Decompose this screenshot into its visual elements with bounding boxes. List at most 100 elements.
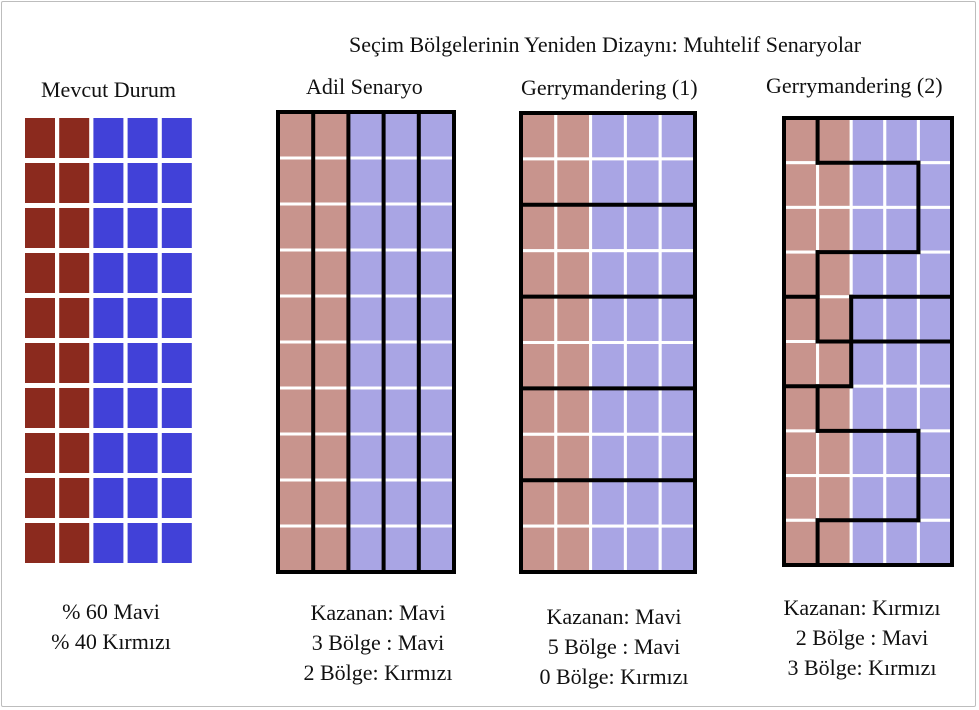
voter-cell-blue (417, 248, 456, 298)
voter-cell-blue (93, 253, 124, 293)
voter-cell-blue (849, 295, 887, 344)
voter-cell-blue (658, 249, 697, 299)
voter-cell-blue (658, 524, 697, 574)
voter-cell-blue (346, 156, 386, 206)
voter-cell-red (276, 478, 315, 528)
voter-cell-blue (849, 518, 887, 567)
voter-cell-blue (883, 474, 920, 522)
voter-cell-red (782, 384, 820, 433)
voter-cell-blue (883, 161, 920, 209)
voter-cell-red (276, 340, 315, 390)
voter-cell-red (782, 250, 820, 299)
voter-cell-blue (161, 433, 192, 473)
voter-cell-blue (658, 157, 697, 207)
voter-cell-blue (417, 294, 456, 344)
voter-cell-red (782, 116, 820, 165)
voter-cell-red (311, 248, 350, 298)
voter-cell-blue (382, 340, 421, 390)
voter-cell-red (276, 156, 315, 206)
voter-cell-blue (849, 429, 887, 478)
voter-cell-blue (127, 253, 158, 293)
voter-cell-red (782, 429, 820, 478)
voter-cell-blue (346, 432, 386, 482)
voter-cell-red (276, 432, 315, 482)
voter-cell-blue (382, 386, 421, 436)
voter-cell-blue (93, 298, 124, 338)
caption-line: % 60 Mavi (62, 599, 160, 624)
voter-cell-blue (658, 295, 697, 345)
voter-cell-blue (916, 340, 954, 388)
voter-cell-red (25, 298, 55, 338)
caption-line: 0 Bölge: Kırmızı (539, 664, 689, 689)
voter-cell-red (25, 343, 55, 383)
voter-cell-red (554, 203, 593, 253)
voter-cell-red (25, 118, 55, 158)
voter-cell-red (276, 386, 315, 436)
caption-line: Kazanan: Mavi (546, 604, 682, 629)
voter-cell-red (59, 433, 90, 473)
voter-cell-blue (589, 478, 627, 528)
voter-cell-red (782, 340, 820, 388)
caption-fair: Kazanan: Mavi 3 Bölge : Mavi 2 Bölge: Kı… (290, 598, 466, 688)
voter-cell-blue (589, 111, 627, 161)
grid-gerry-2 (782, 116, 954, 567)
voter-cell-blue (589, 432, 627, 482)
voter-cell-red (519, 203, 558, 253)
voter-cell-red (816, 340, 853, 388)
voter-cell-blue (417, 110, 456, 160)
voter-cell-red (311, 294, 350, 344)
caption-gerry-2: Kazanan: Kırmızı 2 Bölge : Mavi 3 Bölge:… (770, 593, 954, 683)
voter-cell-blue (589, 524, 627, 574)
grid-gerry-1 (519, 111, 697, 574)
voter-cell-blue (658, 341, 697, 390)
voter-cell-blue (658, 111, 697, 161)
voter-cell-red (816, 116, 853, 165)
voter-cell-blue (382, 110, 421, 160)
voter-cell-red (554, 111, 593, 161)
voter-cell-blue (93, 523, 124, 563)
voter-cell-blue (127, 118, 158, 158)
voter-cell-blue (623, 432, 662, 482)
voter-cell-blue (417, 478, 456, 528)
voter-cell-blue (883, 295, 920, 344)
voter-cell-red (782, 205, 820, 254)
voter-cell-red (25, 163, 55, 203)
voter-cell-blue (127, 478, 158, 518)
panel-label-gerry-2: Gerrymandering (2) (766, 73, 943, 98)
voter-cell-red (25, 478, 55, 518)
voter-cell-red (311, 202, 350, 252)
district-outline (276, 110, 456, 574)
voter-cell-blue (658, 203, 697, 253)
voter-cell-blue (658, 386, 697, 436)
voter-cell-blue (623, 478, 662, 528)
voter-cell-red (276, 248, 315, 298)
panel-label-current: Mevcut Durum (41, 77, 177, 102)
voter-cell-blue (658, 432, 697, 482)
voter-cell-blue (161, 478, 192, 518)
voter-cell-red (59, 478, 90, 518)
voter-cell-blue (161, 343, 192, 383)
voter-cell-blue (93, 208, 124, 248)
caption-line: 3 Bölge : Mavi (311, 630, 445, 655)
voter-cell-blue (382, 202, 421, 252)
voter-cell-blue (589, 295, 627, 345)
voter-cell-blue (883, 250, 920, 299)
voter-cell-blue (127, 433, 158, 473)
voter-cell-red (554, 432, 593, 482)
voter-cell-red (782, 518, 820, 567)
voter-cell-red (519, 295, 558, 345)
voter-cell-blue (93, 118, 124, 158)
voter-cell-red (25, 523, 55, 563)
voter-cell-red (276, 202, 315, 252)
district-outline (782, 116, 954, 567)
voter-cell-blue (916, 116, 954, 165)
voter-cell-blue (589, 249, 627, 299)
voter-cell-red (816, 295, 853, 344)
voter-cell-red (554, 478, 593, 528)
voter-cell-red (554, 249, 593, 299)
voter-cell-blue (127, 163, 158, 203)
voter-cell-blue (93, 433, 124, 473)
voter-cell-blue (93, 388, 124, 428)
voter-cell-red (816, 205, 853, 254)
voter-cell-blue (849, 384, 887, 433)
